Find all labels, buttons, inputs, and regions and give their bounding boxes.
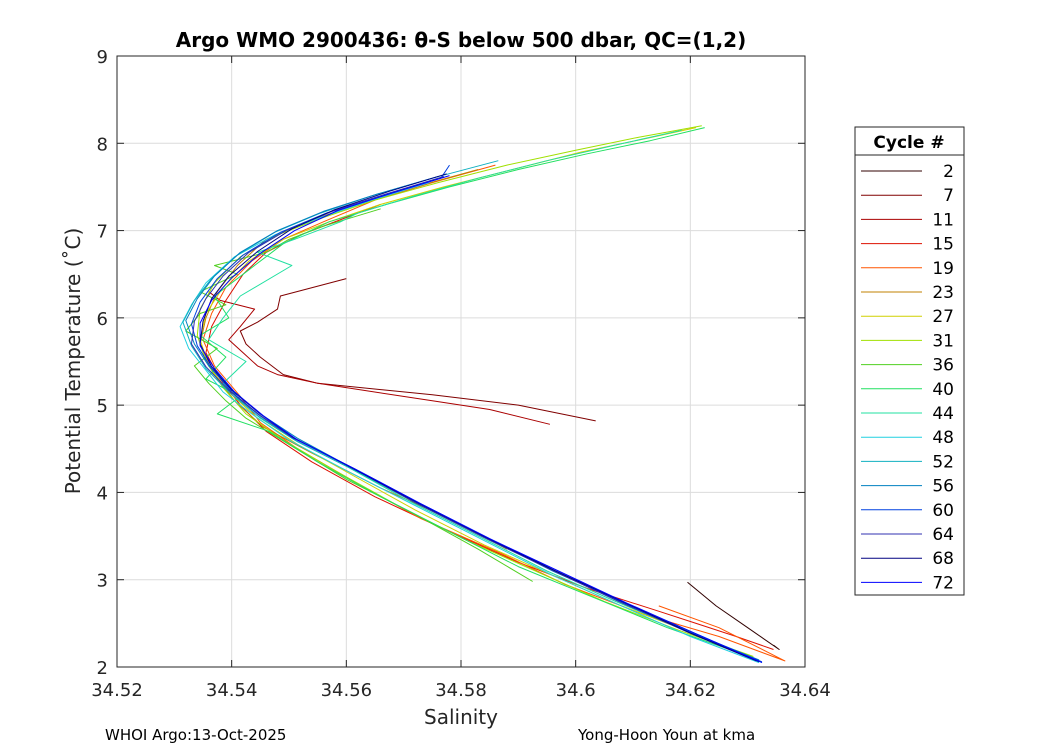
- y-tick-label: 4: [97, 483, 108, 504]
- legend-label-cycle-7: 7: [943, 186, 954, 206]
- legend-label-cycle-60: 60: [932, 501, 954, 521]
- legend-label-cycle-36: 36: [932, 356, 954, 376]
- legend-label-cycle-52: 52: [932, 452, 954, 472]
- y-tick-label: 3: [97, 571, 108, 592]
- x-axis-label: Salinity: [424, 705, 498, 729]
- y-tick-label: 7: [97, 222, 108, 243]
- footer-left: WHOI Argo:13-Oct-2025: [105, 726, 286, 744]
- legend-label-cycle-40: 40: [932, 380, 954, 400]
- legend-label-cycle-11: 11: [932, 210, 954, 230]
- legend-label-cycle-19: 19: [932, 259, 954, 279]
- x-tick-label: 34.62: [665, 680, 717, 701]
- legend-label-cycle-72: 72: [932, 573, 954, 593]
- legend-label-cycle-68: 68: [932, 549, 954, 569]
- y-tick-label: 8: [97, 134, 108, 155]
- legend-label-cycle-2: 2: [943, 162, 954, 182]
- legend-label-cycle-15: 15: [932, 235, 954, 255]
- ticks: 34.52 34.54 34.56 34.58 34.6 34.62 34.64 2 3 4 5 6 7…: [91, 47, 831, 701]
- y-tick-label: 9: [97, 47, 108, 68]
- y-tick-label: 5: [97, 396, 108, 417]
- x-tick-label: 34.54: [206, 680, 258, 701]
- legend: Cycle # 27111519232731364044485256606468…: [854, 126, 965, 596]
- x-tick-label: 34.64: [779, 680, 831, 701]
- legend-label-cycle-31: 31: [932, 331, 954, 351]
- y-axis-label: Potential Temperature (˚C): [61, 228, 85, 495]
- x-tick-label: 34.52: [91, 680, 143, 701]
- x-tick-label: 34.58: [435, 680, 487, 701]
- legend-label-cycle-56: 56: [932, 477, 954, 497]
- y-tick-label: 6: [97, 309, 108, 330]
- series-line-cycle-64: [191, 176, 757, 662]
- series-line-cycle-72: [199, 175, 763, 664]
- series-line-cycle-68: [199, 173, 760, 663]
- series-line-cycle-11: [208, 291, 551, 425]
- series-line-cycle-44: [208, 129, 754, 659]
- legend-label-cycle-44: 44: [932, 404, 954, 424]
- series-line-cycle-48: [179, 182, 760, 664]
- series-line-cycle-31: [196, 125, 754, 657]
- chart-title: Argo WMO 2900436: θ-S below 500 dbar, QC…: [176, 28, 746, 52]
- series-line-cycle-40: [199, 127, 743, 655]
- y-tick-label: 2: [97, 658, 108, 679]
- legend-label-cycle-64: 64: [932, 525, 954, 545]
- legend-title: Cycle #: [873, 133, 944, 153]
- series-layer: [179, 125, 786, 664]
- x-tick-label: 34.56: [321, 680, 373, 701]
- legend-label-cycle-23: 23: [932, 283, 954, 303]
- series-line-cycle-2: [687, 581, 780, 650]
- legend-label-cycle-48: 48: [932, 428, 954, 448]
- series-line-cycle-36: [185, 208, 533, 582]
- legend-box: [854, 126, 965, 596]
- footer-right: Yong-Hoon Youn at kma: [577, 726, 755, 744]
- x-tick-label: 34.6: [556, 680, 596, 701]
- legend-label-cycle-27: 27: [932, 307, 954, 327]
- series-line-cycle-7: [239, 278, 596, 422]
